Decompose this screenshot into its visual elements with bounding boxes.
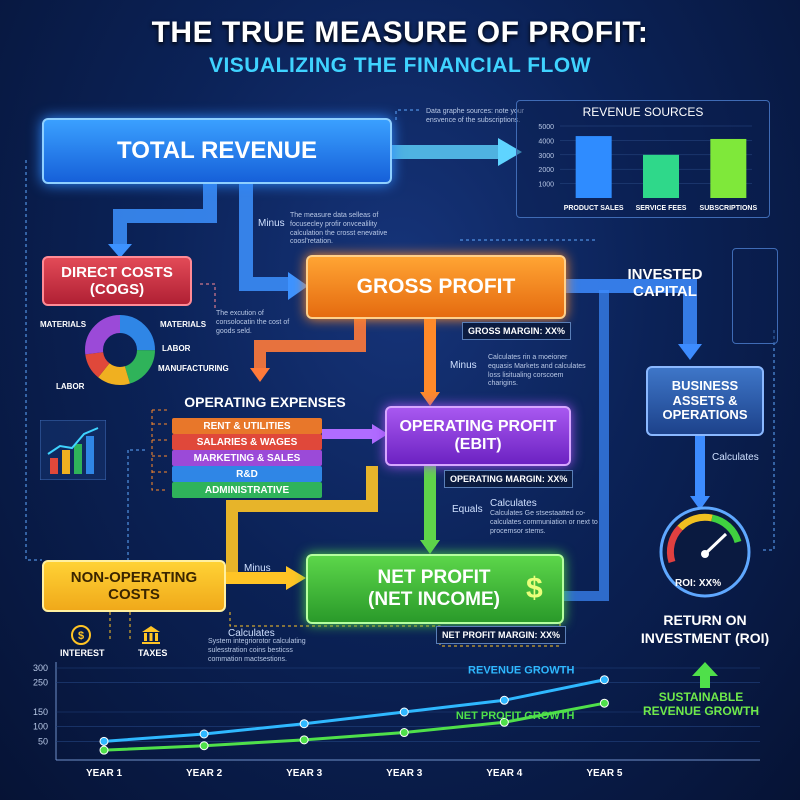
y-tick-label: 150 bbox=[33, 707, 48, 717]
interest-icon: $ bbox=[71, 625, 91, 645]
growth-line-chart: 50 100 150 250 300 YEAR 1 YEAR 2 YEAR 3 YEAR 3 YE… bbox=[33, 662, 760, 779]
mini-growth-chart-icon bbox=[40, 420, 106, 480]
cogs-label-manufacturing: MANUFACTURING bbox=[158, 364, 229, 373]
data-point bbox=[499, 695, 509, 705]
taxes-icon bbox=[142, 626, 160, 644]
x-tick-label: SERVICE FEES bbox=[636, 205, 687, 212]
cogs-label-materials-1: MATERIALS bbox=[40, 320, 87, 329]
side-info-panel bbox=[732, 248, 778, 344]
x-tick-label: YEAR 2 bbox=[186, 768, 223, 779]
direct-costs-box: DIRECT COSTS (COGS) bbox=[42, 256, 192, 306]
y-tick-label: 300 bbox=[33, 663, 48, 673]
data-point bbox=[499, 717, 509, 727]
x-tick-label: YEAR 5 bbox=[586, 768, 623, 779]
operating-expenses-title: OPERATING EXPENSES bbox=[184, 393, 346, 410]
series-label: NET PROFIT GROWTH bbox=[456, 710, 575, 722]
y-tick-label: 50 bbox=[38, 736, 48, 746]
y-tick-label: 3000 bbox=[538, 153, 554, 160]
equals-label: Equals bbox=[452, 504, 483, 515]
y-tick-label: 250 bbox=[33, 678, 48, 688]
roi-value-label: ROI: XX% bbox=[675, 578, 722, 589]
interest-symbol: $ bbox=[78, 630, 84, 642]
y-tick-label: 5000 bbox=[538, 124, 554, 131]
x-tick-label: YEAR 3 bbox=[286, 768, 323, 779]
data-point bbox=[599, 698, 609, 708]
page-subtitle: VISUALIZING THE FINANCIAL FLOW bbox=[208, 54, 592, 77]
chart-title: REVENUE SOURCES bbox=[583, 105, 704, 119]
minus-label-3: Minus bbox=[244, 563, 271, 574]
invested-capital-label: INVESTED CAPITAL bbox=[627, 266, 703, 301]
taxes-label: TAXES bbox=[138, 648, 168, 658]
series-label: REVENUE GROWTH bbox=[468, 665, 574, 677]
net-profit-box: NET PROFIT (NET INCOME) $ bbox=[306, 554, 564, 624]
total-revenue-box: TOTAL REVENUE bbox=[42, 118, 392, 184]
note-sources: Data graphe sources: note your ensvence … bbox=[426, 108, 525, 124]
page-title: THE TRUE MEASURE OF PROFIT: bbox=[151, 16, 649, 49]
non-operating-costs-box: NON-OPERATING COSTS bbox=[42, 560, 226, 612]
x-tick-label: YEAR 3 bbox=[386, 768, 423, 779]
x-tick-label: PRODUCT SALES bbox=[564, 205, 624, 212]
calculates-label-1: Calculates bbox=[228, 628, 275, 639]
x-tick-label: YEAR 1 bbox=[86, 768, 123, 779]
gross-margin-label: GROSS MARGIN: XX% bbox=[462, 322, 572, 340]
series-line bbox=[103, 701, 605, 752]
data-point bbox=[99, 745, 109, 755]
note-cogs: The excution of consolocatin the cost of… bbox=[216, 310, 290, 335]
up-arrow-icon bbox=[692, 662, 718, 688]
expense-item: ADMINISTRATIVE bbox=[172, 482, 322, 498]
data-point bbox=[199, 729, 209, 739]
data-point bbox=[99, 736, 109, 746]
roi-title: RETURN ON INVESTMENT (ROI) bbox=[640, 612, 770, 646]
expense-item: R&D bbox=[172, 466, 322, 482]
minus-label-2: Minus bbox=[450, 360, 477, 371]
y-tick-label: 100 bbox=[33, 722, 48, 732]
dollar-icon: $ bbox=[526, 571, 543, 605]
roi-gauge-icon bbox=[659, 506, 751, 598]
series-line bbox=[103, 678, 605, 743]
expense-item: SALARIES & WAGES bbox=[172, 434, 322, 450]
x-tick-label: SUBSCRIPTIONS bbox=[700, 205, 758, 212]
y-tick-label: 1000 bbox=[538, 182, 554, 189]
net-profit-label: NET PROFIT (NET INCOME) bbox=[368, 567, 500, 610]
cogs-donut-chart bbox=[85, 315, 155, 385]
bar bbox=[710, 138, 747, 198]
expense-item: RENT & UTILITIES bbox=[172, 418, 322, 434]
revenue-sources-chart: REVENUE SOURCES 1000 2000 3000 4000 5000 PRODU… bbox=[538, 105, 758, 212]
expense-item: MARKETING & SALES bbox=[172, 450, 322, 466]
operating-margin-label: OPERATING MARGIN: XX% bbox=[444, 470, 574, 488]
data-point bbox=[199, 741, 209, 751]
note-gross: Calculates rin a moeioner equasis Market… bbox=[488, 354, 586, 388]
interest-label: INTEREST bbox=[60, 648, 105, 658]
note-ebit: Calculates Ge stsestaatted co-calculates… bbox=[490, 510, 598, 535]
data-point bbox=[299, 735, 309, 745]
data-point bbox=[399, 707, 409, 717]
y-tick-label: 2000 bbox=[538, 167, 554, 174]
cogs-label-materials-2: MATERIALS bbox=[160, 320, 207, 329]
minus-label-1: Minus bbox=[258, 218, 285, 229]
sustainable-growth-label: SUSTAINABLE REVENUE GROWTH bbox=[642, 690, 759, 719]
bar bbox=[643, 154, 679, 198]
x-tick-label: YEAR 4 bbox=[486, 768, 523, 779]
net-margin-label: NET PROFIT MARGIN: XX% bbox=[436, 626, 567, 644]
data-point bbox=[599, 675, 609, 685]
data-point bbox=[399, 728, 409, 738]
note-nonop: System integriorotor calculating sulesst… bbox=[208, 638, 306, 663]
business-assets-box: BUSINESS ASSETS & OPERATIONS bbox=[646, 366, 764, 436]
gross-profit-box: GROSS PROFIT bbox=[306, 255, 566, 319]
calculates-label-3: Calculates bbox=[712, 452, 759, 463]
calculates-label-2: Calculates bbox=[490, 498, 537, 509]
y-tick-label: 4000 bbox=[538, 138, 554, 145]
note-measure: The measure data selleas of focusecley p… bbox=[290, 212, 388, 246]
cogs-label-labor-1: LABOR bbox=[162, 344, 191, 353]
bar bbox=[575, 136, 612, 198]
cogs-label-labor-2: LABOR bbox=[56, 382, 85, 391]
data-point bbox=[299, 719, 309, 729]
operating-profit-box: OPERATING PROFIT (EBIT) bbox=[385, 406, 571, 466]
